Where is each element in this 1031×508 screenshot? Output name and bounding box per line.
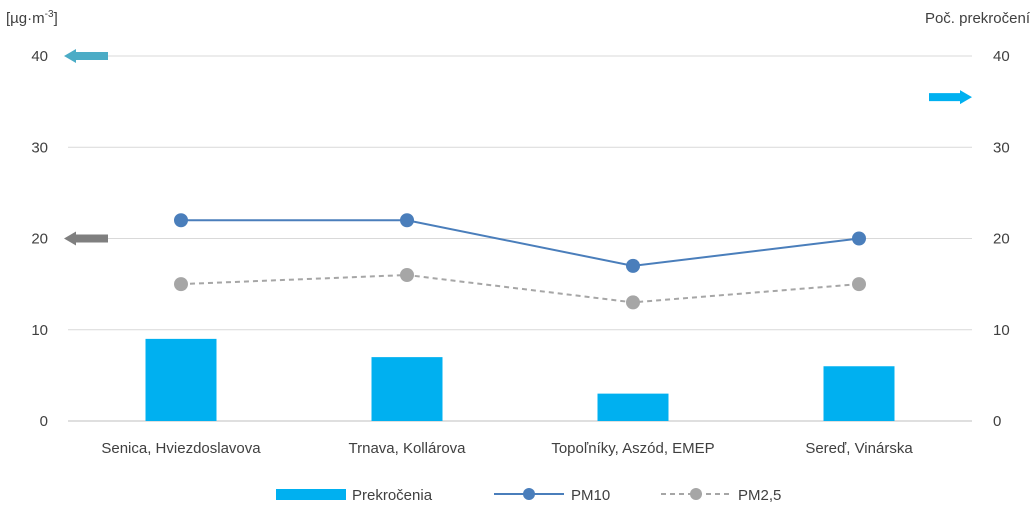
legend-label-pm10: PM10 bbox=[571, 487, 610, 504]
legend-marker-pm10 bbox=[523, 488, 535, 500]
left-axis-title-prefix: [µg·m bbox=[6, 10, 45, 27]
line-pm10 bbox=[181, 219, 860, 267]
point-pm25 bbox=[852, 277, 866, 292]
line-series bbox=[174, 213, 866, 310]
point-pm10 bbox=[400, 213, 414, 228]
right-axis-ticks: 0 10 20 30 40 bbox=[993, 48, 1010, 430]
legend-marker-pm25 bbox=[690, 488, 702, 500]
bar-series-prekrocenia bbox=[145, 338, 895, 421]
right-tick-label: 10 bbox=[993, 322, 1010, 339]
right-tick-label: 0 bbox=[993, 413, 1001, 430]
left-tick-label: 0 bbox=[40, 413, 48, 430]
bar-prekrocenia bbox=[823, 366, 895, 421]
bar-prekrocenia bbox=[371, 357, 443, 421]
right-axis-title: Poč. prekročení bbox=[925, 10, 1031, 27]
x-tick-label: Senica, Hviezdoslavova bbox=[101, 440, 261, 457]
gridlines bbox=[68, 55, 972, 422]
legend-label-prekrocenia: Prekročenia bbox=[352, 487, 433, 504]
x-tick-label: Topoľníky, Aszód, EMEP bbox=[551, 440, 714, 457]
bar-prekrocenia bbox=[145, 338, 217, 421]
point-pm10 bbox=[852, 231, 866, 246]
right-tick-label: 40 bbox=[993, 48, 1010, 65]
axis-arrows bbox=[64, 49, 972, 246]
left-axis-ticks: 0 10 20 30 40 bbox=[31, 48, 48, 430]
x-tick-label: Sereď, Vinárska bbox=[805, 440, 913, 457]
x-axis-labels: Senica, Hviezdoslavova Trnava, Kollárova T… bbox=[101, 440, 913, 457]
x-tick-label: Trnava, Kollárova bbox=[349, 440, 467, 457]
point-pm25 bbox=[174, 277, 188, 292]
point-pm10 bbox=[174, 213, 188, 228]
bar-prekrocenia bbox=[597, 393, 669, 421]
left-tick-label: 40 bbox=[31, 48, 48, 65]
left-axis-title: [µg·m-3] bbox=[6, 9, 58, 27]
left-axis-arrow-gray bbox=[64, 231, 108, 246]
point-pm25 bbox=[400, 268, 414, 282]
point-pm25 bbox=[626, 295, 640, 310]
legend: Prekročenia PM10 PM2,5 bbox=[276, 487, 781, 504]
right-tick-label: 20 bbox=[993, 231, 1010, 248]
right-tick-label: 30 bbox=[993, 139, 1010, 156]
left-axis-arrow-cyan bbox=[64, 49, 108, 63]
left-axis-title-suffix: ] bbox=[54, 10, 58, 27]
left-axis-title-superscript: -3 bbox=[45, 9, 54, 20]
legend-label-pm25: PM2,5 bbox=[738, 487, 781, 504]
line-pm25 bbox=[180, 273, 860, 304]
point-pm10 bbox=[626, 258, 640, 273]
right-axis-arrow-cyan bbox=[929, 90, 972, 105]
left-tick-label: 30 bbox=[31, 139, 48, 156]
legend-swatch-prekrocenia bbox=[276, 489, 346, 500]
left-tick-label: 10 bbox=[31, 322, 48, 339]
left-tick-label: 20 bbox=[31, 231, 48, 248]
